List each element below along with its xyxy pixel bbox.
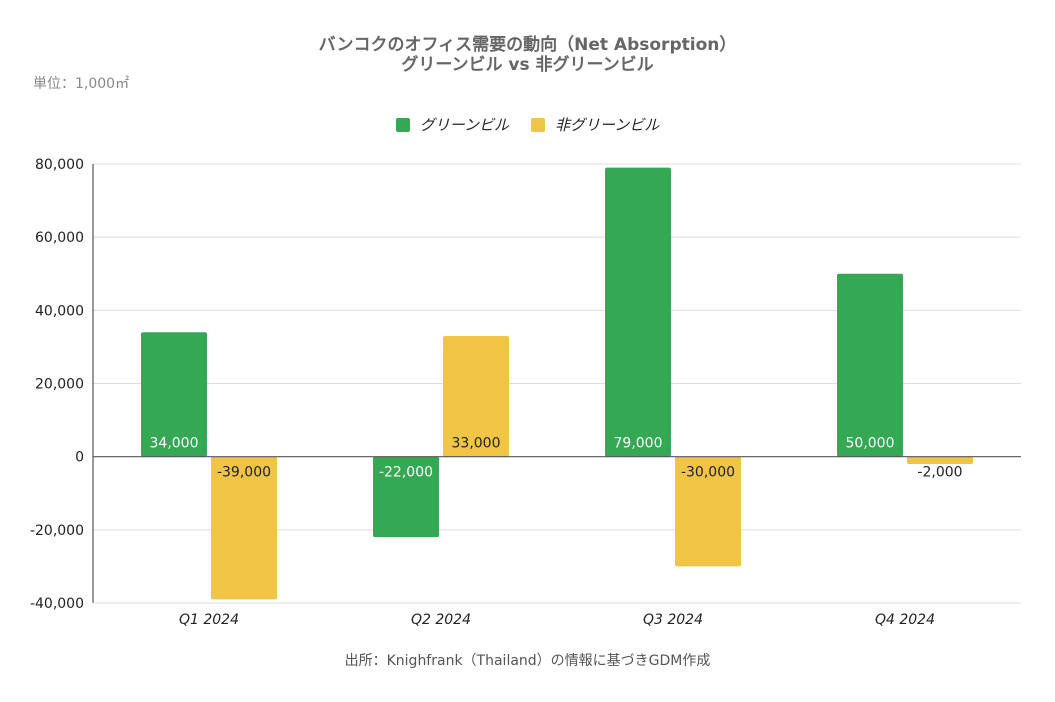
x-tick-label: Q1 2024 [179, 612, 239, 628]
data-label: -39,000 [217, 465, 271, 481]
y-tick-label: 60,000 [35, 230, 84, 246]
x-tick-label: Q4 2024 [875, 612, 935, 628]
source-note: 出所：Knighfrank（Thailand）の情報に基づきGDM作成 [344, 653, 711, 669]
data-label: -30,000 [681, 465, 735, 481]
bar-green [605, 167, 671, 457]
bar-non-green [443, 335, 509, 457]
y-tick-label: 20,000 [35, 377, 84, 393]
chart-title: バンコクのオフィス需要の動向（Net Absorption） [318, 35, 737, 55]
bar-non-green [211, 456, 277, 600]
x-tick-label: Q2 2024 [411, 612, 471, 628]
bar-green [141, 332, 207, 457]
y-tick-label: -40,000 [30, 596, 84, 612]
unit-label: 単位：1,000㎡ [33, 76, 130, 92]
chart-subtitle: グリーンビル vs 非グリーンビル [401, 55, 654, 75]
legend: グリーンビル 非グリーンビル [0, 114, 1055, 135]
bar-non-green [907, 456, 973, 464]
bar-green [837, 273, 903, 457]
legend-swatch-green [395, 117, 410, 132]
y-tick-label: -20,000 [30, 523, 84, 539]
legend-item-green: グリーンビル [395, 114, 509, 135]
data-label: -2,000 [917, 465, 962, 481]
data-label: -22,000 [379, 465, 433, 481]
y-tick-label: 80,000 [35, 157, 84, 173]
bar-non-green [675, 456, 741, 567]
data-label: 34,000 [150, 436, 199, 452]
data-label: 79,000 [614, 436, 663, 452]
legend-label-non-green: 非グリーンビル [555, 116, 660, 134]
legend-swatch-non-green [531, 117, 545, 132]
y-tick-label: 40,000 [35, 303, 84, 319]
y-tick-label: 0 [75, 450, 84, 466]
bar-green [373, 456, 439, 538]
x-tick-label: Q3 2024 [643, 612, 703, 628]
legend-label-green: グリーンビル [419, 116, 509, 134]
legend-item-non-green: 非グリーンビル [531, 114, 659, 135]
data-label: 33,000 [452, 436, 501, 452]
data-label: 50,000 [846, 436, 895, 452]
